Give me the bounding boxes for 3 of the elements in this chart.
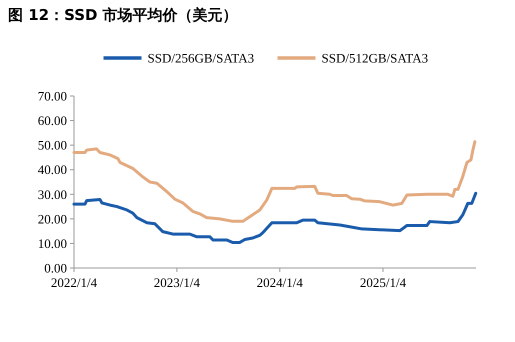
- legend-label: SSD/256GB/SATA3: [148, 50, 254, 66]
- title: 图 12：SSD 市场平均价（美元）: [8, 6, 238, 24]
- legend-label: SSD/512GB/SATA3: [322, 50, 428, 66]
